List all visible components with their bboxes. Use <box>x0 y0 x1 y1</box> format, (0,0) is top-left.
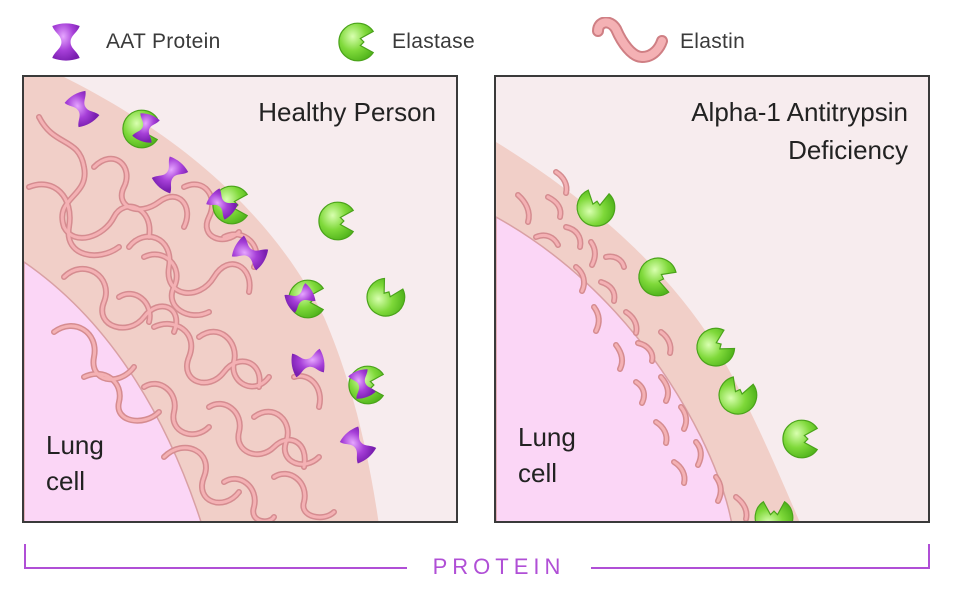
elastase-icon <box>338 22 374 62</box>
deficiency-panel: Alpha-1 Antitrypsin Deficiency Lung cell <box>494 75 930 523</box>
elastase <box>359 273 411 324</box>
healthy-cell-label-line1: Lung <box>46 430 104 460</box>
healthy-illustration <box>24 77 411 521</box>
legend-aat-label: AAT Protein <box>106 30 221 53</box>
legend-aat: AAT Protein <box>46 18 221 66</box>
healthy-cell-label-line2: cell <box>46 466 86 496</box>
deficiency-title-line1: Alpha-1 Antitrypsin <box>691 97 908 127</box>
deficiency-cell-label-line1: Lung <box>518 422 576 452</box>
deficiency-cell-label-line2: cell <box>518 458 558 488</box>
legend-elastin: Elastin <box>590 17 746 66</box>
legend-elastase: Elastase <box>336 18 475 66</box>
deficiency-title-line2: Deficiency <box>788 135 908 165</box>
elastin-icon <box>592 17 668 64</box>
elastase <box>318 201 354 241</box>
elastase <box>782 419 818 459</box>
lung-cell-region <box>496 216 732 521</box>
axis-label: PROTEIN <box>407 552 591 582</box>
protein-axis: PROTEIN <box>24 544 930 582</box>
healthy-title: Healthy Person <box>258 97 436 127</box>
legend-elastin-label: Elastin <box>680 30 746 53</box>
aat-protein-icon <box>52 23 80 61</box>
deficiency-illustration <box>496 142 818 521</box>
legend-elastase-label: Elastase <box>392 30 475 53</box>
healthy-panel: Healthy Person Lung cell <box>22 75 458 523</box>
